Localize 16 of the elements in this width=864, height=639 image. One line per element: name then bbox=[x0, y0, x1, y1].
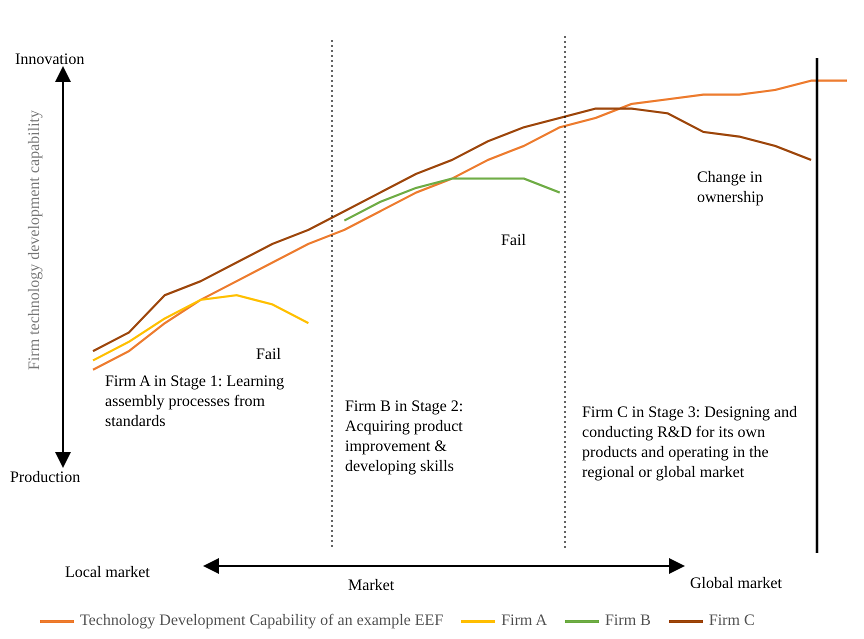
annotation: Production bbox=[10, 468, 80, 488]
annotation: Innovation bbox=[15, 50, 84, 70]
legend-label: Technology Development Capability of an example EEF bbox=[80, 612, 444, 630]
legend-label: Firm A bbox=[501, 612, 548, 630]
annotation: Change in ownership bbox=[697, 168, 765, 208]
text: Global market bbox=[690, 574, 782, 594]
legend-label: Firm C bbox=[708, 612, 755, 630]
text: Local market bbox=[65, 563, 150, 583]
annotation: Fail bbox=[501, 231, 526, 251]
annotation: Firm B in Stage 2: Acquiring product improvement & developing skills bbox=[345, 397, 464, 477]
legend-label: Firm B bbox=[605, 612, 651, 630]
y-axis-title: Firm technology development capability bbox=[26, 110, 44, 370]
text: Market bbox=[348, 576, 394, 596]
annotation: Fail bbox=[256, 345, 281, 365]
annotation: Firm A in Stage 1: Learning assembly processes from standards bbox=[105, 372, 286, 432]
annotation: Firm C in Stage 3: Designing and conducting R&D for its own products and operating in the regional or global market bbox=[582, 403, 798, 483]
